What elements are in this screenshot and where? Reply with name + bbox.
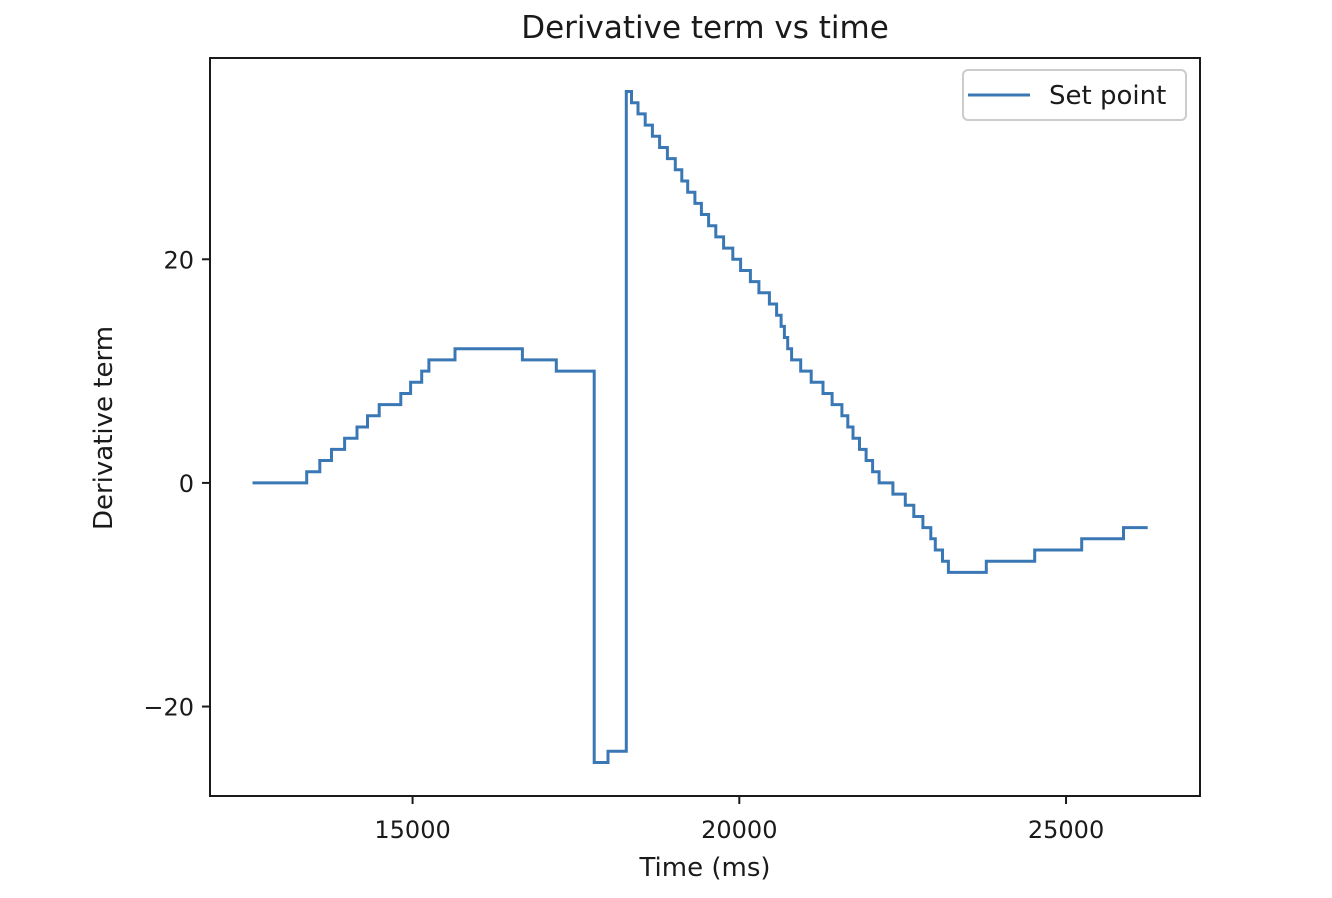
y-tick-label: 20: [163, 246, 194, 274]
y-axis-label: Derivative term: [89, 326, 119, 530]
y-tick-label: 0: [179, 470, 194, 498]
x-tick-label: 20000: [701, 816, 777, 844]
legend-box: [962, 69, 1187, 121]
y-axis-ticks: −20 0 20: [143, 246, 210, 722]
plot-frame: [209, 57, 1201, 797]
plot-area: [210, 58, 1200, 796]
legend: Set point: [962, 69, 1187, 121]
legend-label-set-point: Set point: [1049, 81, 1166, 111]
x-axis-label: Time (ms): [638, 853, 770, 883]
line-series-set-point: [252, 90, 1148, 764]
x-tick-label: 15000: [374, 816, 450, 844]
y-tick-label: −20: [143, 694, 194, 722]
x-axis-ticks: 15000 20000 25000: [374, 796, 1104, 844]
x-tick-label: 25000: [1028, 816, 1104, 844]
chart-title: Derivative term vs time: [521, 10, 889, 46]
